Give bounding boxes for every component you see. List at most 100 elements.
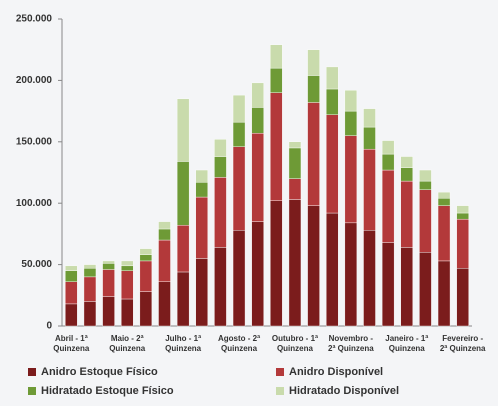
- bar-segment: [437, 191, 451, 199]
- bar-segment: [344, 135, 358, 224]
- bar-segment: [381, 242, 395, 327]
- bar-segment: [400, 167, 413, 182]
- bar-segment: [307, 102, 320, 206]
- bar-segment: [102, 296, 115, 327]
- bar-segment: [437, 260, 451, 327]
- bar-segment: [214, 139, 227, 157]
- bar-segment: [214, 177, 227, 248]
- bar-segment: [83, 264, 97, 269]
- y-tick-label: 150.000: [16, 136, 53, 147]
- bar-segment: [83, 268, 97, 278]
- bar-segment: [139, 248, 153, 255]
- bar-segment: [176, 161, 190, 226]
- bar-segment: [381, 140, 395, 155]
- bar-segment: [363, 230, 376, 327]
- x-tick-label: Janeiro - 1ª Quinzena: [385, 334, 429, 353]
- bar-segment: [139, 291, 153, 327]
- bar-segment: [65, 281, 78, 305]
- bar-segment: [437, 205, 451, 262]
- bar-segment: [121, 265, 134, 271]
- bar-segment: [158, 221, 171, 230]
- bar-segment: [270, 200, 283, 327]
- bar-segment: [195, 169, 208, 183]
- bar-segment: [158, 228, 171, 241]
- bar-segment: [65, 303, 78, 327]
- legend-label: Anidro Estoque Físico: [41, 366, 158, 378]
- bar-segment: [419, 180, 432, 190]
- bar-segment: [419, 169, 432, 182]
- x-tick-label: Outubro - 1ª Quinzena: [271, 334, 318, 353]
- bar-segment: [288, 178, 302, 200]
- bar-segment: [419, 189, 432, 253]
- bar-segment: [121, 260, 134, 267]
- bar-segment: [251, 107, 264, 134]
- bar-segment: [326, 88, 339, 115]
- bar-segment: [232, 121, 246, 147]
- bar-segment: [176, 271, 190, 327]
- bar-segment: [232, 230, 246, 327]
- bar-segment: [326, 66, 339, 90]
- bar-segment: [363, 108, 376, 128]
- bar-segment: [270, 44, 283, 69]
- bar-segment: [251, 133, 264, 222]
- bar-segment: [270, 92, 283, 201]
- y-tick-label: 50.000: [21, 259, 52, 270]
- bar-segment: [381, 153, 395, 171]
- bar-segment: [363, 126, 376, 150]
- bar-segment: [400, 180, 413, 248]
- bar-segment: [456, 218, 469, 269]
- legend-swatch: [28, 368, 36, 376]
- bar-segment: [158, 239, 171, 282]
- bar-segment: [419, 252, 432, 327]
- bar-segment: [307, 75, 320, 103]
- bar-segment: [288, 199, 302, 327]
- bar-segment: [456, 212, 469, 220]
- bar-segment: [232, 94, 246, 123]
- bar-segment: [307, 49, 320, 76]
- bar-segment: [214, 156, 227, 178]
- y-tick-label: 250.000: [16, 14, 53, 25]
- bar-segment: [456, 268, 469, 327]
- bar-segment: [456, 205, 469, 214]
- bar-segment: [344, 90, 358, 112]
- y-tick-label: 200.000: [16, 75, 53, 86]
- bar-segment: [251, 82, 264, 108]
- bar-segment: [270, 67, 283, 93]
- legend-label: Hidratado Disponível: [289, 385, 399, 397]
- bar-segment: [65, 270, 78, 282]
- legend-swatch: [276, 387, 284, 395]
- x-tick-label: Agosto - 2ª Quinzena: [217, 334, 261, 353]
- bar-segment: [139, 254, 153, 262]
- bar-segment: [102, 269, 115, 297]
- bar-segment: [102, 260, 115, 264]
- bar-segment: [121, 270, 134, 300]
- bar-segment: [176, 98, 190, 162]
- bar-segment: [326, 212, 339, 327]
- bar-segment: [83, 276, 97, 302]
- bar-segment: [195, 258, 208, 327]
- y-tick-label: 0: [46, 321, 52, 332]
- bar-segment: [400, 247, 413, 327]
- bar-segment: [381, 169, 395, 243]
- bar-segment: [83, 301, 97, 327]
- bar-segment: [214, 247, 227, 327]
- legend-label: Anidro Disponível: [289, 366, 383, 378]
- x-tick-label: Novembro - 2ª Quinzena: [328, 334, 374, 353]
- bar-segment: [232, 146, 246, 231]
- bar-segment: [176, 225, 190, 273]
- bar-segment: [288, 147, 302, 179]
- bar-segment: [344, 110, 358, 136]
- legend-swatch: [276, 368, 284, 376]
- bar-segment: [195, 196, 208, 259]
- bar-segment: [195, 182, 208, 198]
- bar-segment: [344, 222, 358, 327]
- bar-segment: [326, 114, 339, 214]
- legend-swatch: [28, 387, 36, 395]
- x-tick-label: Julho - 1ª Quinzena: [165, 334, 202, 353]
- legend-label: Hidratado Estoque Físico: [41, 385, 174, 397]
- bar-segment: [102, 263, 115, 270]
- bar-segment: [363, 148, 376, 231]
- bar-segment: [400, 156, 413, 168]
